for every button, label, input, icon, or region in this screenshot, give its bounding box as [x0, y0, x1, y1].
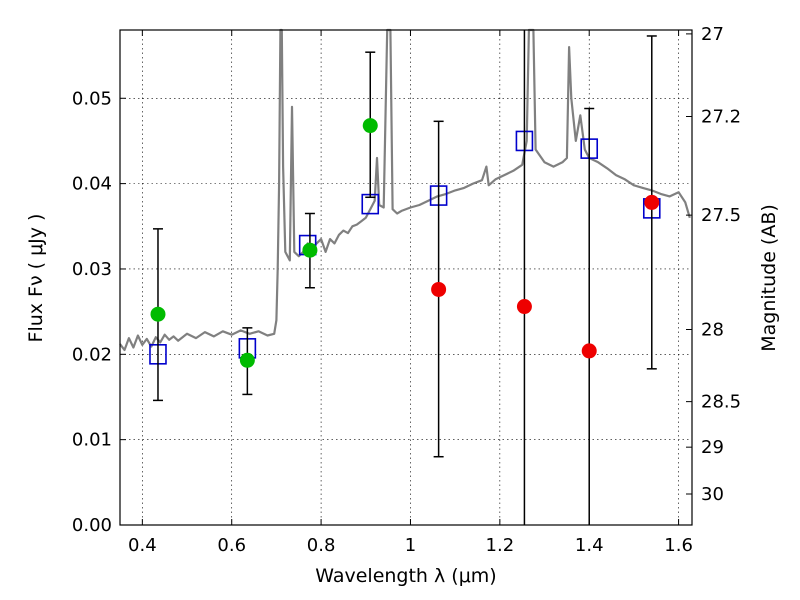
grid [120, 30, 692, 526]
upper-limit-point [581, 343, 597, 359]
y-tick-label: 0.00 [72, 515, 112, 536]
x-tick-label: 1 [405, 535, 416, 556]
x-tick-label: 1.4 [575, 535, 604, 556]
detection-point [362, 118, 378, 134]
y-tick-label: 0.02 [72, 344, 112, 365]
x-tick-label: 1.2 [486, 535, 515, 556]
x-tick-label: 0.8 [307, 535, 336, 556]
y-tick-label: 0.05 [72, 88, 112, 109]
detection-point [302, 242, 318, 258]
x-tick-label: 1.6 [664, 535, 693, 556]
x-tick-label: 0.4 [128, 535, 157, 556]
plot-frame [119, 29, 693, 526]
y2-axis-label: Magnitude (AB) [758, 204, 780, 352]
y2-tick-label: 27.2 [701, 107, 741, 128]
upper-limit-point [431, 281, 447, 297]
upper-limit-point [516, 299, 532, 315]
x-axis-label: Wavelength λ (μm) [315, 565, 496, 587]
detection-point [239, 352, 255, 368]
y-axis-label: Flux Fν ( μJy ) [25, 214, 47, 343]
y2-tick-label: 27 [701, 24, 724, 45]
y2-tick-label: 29 [701, 437, 724, 458]
y-tick-label: 0.03 [72, 259, 112, 280]
upper-limit-point [644, 194, 660, 210]
y-tick-label: 0.04 [72, 174, 112, 195]
y2-tick-label: 28 [701, 319, 724, 340]
detection-point [150, 306, 166, 322]
plot-area [119, 28, 691, 525]
x-tick-label: 0.6 [217, 535, 246, 556]
axes: 0.4 0.6 0.8 1 1.2 1.4 1.6 0.00 0.01 0.02 0.03 0.04 0… [72, 24, 741, 556]
y-tick-label: 0.01 [72, 430, 112, 451]
y2-tick-label: 30 [701, 484, 724, 505]
spectrum-line [119, 28, 691, 352]
y2-tick-label: 27.5 [701, 205, 741, 226]
y2-tick-label: 28.5 [701, 392, 741, 413]
